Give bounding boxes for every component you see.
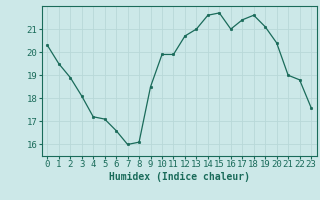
X-axis label: Humidex (Indice chaleur): Humidex (Indice chaleur) [109, 172, 250, 182]
